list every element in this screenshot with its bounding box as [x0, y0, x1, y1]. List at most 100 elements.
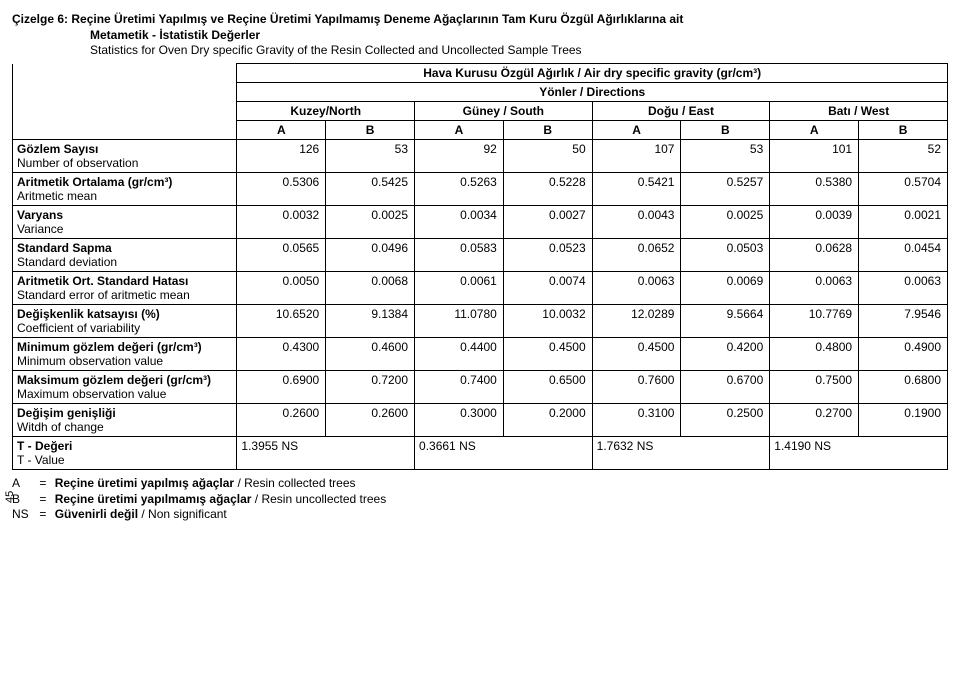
t-val-north: 1.3955 NS: [237, 437, 415, 470]
table-cell: 107: [592, 140, 681, 173]
table-cell: 0.4500: [592, 338, 681, 371]
table-title: Reçine Üretimi Yapılmış ve Reçine Üretim…: [71, 12, 683, 26]
stats-table: Hava Kurusu Özgül Ağırlık / Air dry spec…: [12, 63, 948, 470]
row-label: T - Değeri T - Value: [13, 437, 237, 470]
row-label-bold: T - Değeri: [17, 439, 72, 453]
table-row: Maksimum gözlem değeri (gr/cm³)Maximum o…: [13, 371, 948, 404]
table-cell: 0.7500: [770, 371, 859, 404]
row-label-bold: Standard Sapma: [17, 241, 112, 255]
legend-equals: =: [39, 492, 51, 508]
table-cell: 0.2600: [326, 404, 415, 437]
legend-text-rest: / Resin uncollected trees: [251, 492, 386, 506]
data-rows: Gözlem SayısıNumber of observation126539…: [13, 140, 948, 437]
row-label-bold: Aritmetik Ort. Standard Hatası: [17, 274, 188, 288]
row-label-bold: Değişim genişliği: [17, 406, 116, 420]
row-label: Aritmetik Ortalama (gr/cm³)Aritmetic mea…: [13, 173, 237, 206]
table-cell: 0.0050: [237, 272, 326, 305]
table-cell: 0.5306: [237, 173, 326, 206]
table-row: Aritmetik Ort. Standard HatasıStandard e…: [13, 272, 948, 305]
table-cell: 12.0289: [592, 305, 681, 338]
table-cell: 0.0069: [681, 272, 770, 305]
table-cell: 10.7769: [770, 305, 859, 338]
row-label: Minimum gözlem değeri (gr/cm³)Minimum ob…: [13, 338, 237, 371]
legend-b: B = Reçine üretimi yapılmamış ağaçlar / …: [12, 492, 948, 508]
legend-ns: NS = Güvenirli değil / Non significant: [12, 507, 948, 523]
t-value-row: T - Değeri T - Value 1.3955 NS 0.3661 NS…: [13, 437, 948, 470]
table-cell: 52: [859, 140, 948, 173]
table-cell: 0.6800: [859, 371, 948, 404]
row-label: Değişim genişliğiWitdh of change: [13, 404, 237, 437]
table-cell: 92: [415, 140, 504, 173]
table-title-en: Statistics for Oven Dry specific Gravity…: [90, 43, 948, 57]
legend-text-bold: Reçine üretimi yapılmamış ağaçlar: [55, 492, 252, 506]
table-cell: 0.2700: [770, 404, 859, 437]
table-cell: 0.7600: [592, 371, 681, 404]
row-label: Gözlem SayısıNumber of observation: [13, 140, 237, 173]
table-subtitle-tr: Metametik - İstatistik Değerler: [90, 28, 948, 42]
t-val-east: 1.7632 NS: [592, 437, 770, 470]
table-cell: 50: [503, 140, 592, 173]
table-cell: 0.3100: [592, 404, 681, 437]
row-label-sub: Standard error of aritmetic mean: [17, 288, 190, 302]
legend-equals: =: [39, 507, 51, 523]
table-cell: 0.4900: [859, 338, 948, 371]
row-label-sub: Standard deviation: [17, 255, 117, 269]
table-cell: 0.5380: [770, 173, 859, 206]
legend-text-bold: Güvenirli değil: [55, 507, 138, 521]
row-label-sub: T - Value: [17, 453, 65, 467]
table-row: Gözlem SayısıNumber of observation126539…: [13, 140, 948, 173]
page-number: 45: [4, 491, 16, 503]
table-row: Standard SapmaStandard deviation0.05650.…: [13, 239, 948, 272]
table-cell: 0.0025: [681, 206, 770, 239]
table-cell: 0.4800: [770, 338, 859, 371]
table-cell: 0.0027: [503, 206, 592, 239]
table-cell: 0.0454: [859, 239, 948, 272]
table-cell: 0.0063: [592, 272, 681, 305]
table-cell: 0.0503: [681, 239, 770, 272]
t-val-west: 1.4190 NS: [770, 437, 948, 470]
row-label-sub: Coefficient of variability: [17, 321, 140, 335]
table-row: Aritmetik Ortalama (gr/cm³)Aritmetic mea…: [13, 173, 948, 206]
table-cell: 0.4600: [326, 338, 415, 371]
table-cell: 0.7400: [415, 371, 504, 404]
row-label-bold: Varyans: [17, 208, 63, 222]
legend-text-rest: / Resin collected trees: [234, 476, 355, 490]
row-label: Değişkenlik katsayısı (%)Coefficient of …: [13, 305, 237, 338]
legend-key: A: [12, 476, 36, 492]
table-cell: 0.0043: [592, 206, 681, 239]
dir-south: Güney / South: [415, 102, 593, 121]
row-label: Standard SapmaStandard deviation: [13, 239, 237, 272]
table-cell: 0.4400: [415, 338, 504, 371]
col-b: B: [503, 121, 592, 140]
table-cell: 9.1384: [326, 305, 415, 338]
table-cell: 0.0496: [326, 239, 415, 272]
table-cell: 0.4200: [681, 338, 770, 371]
col-a: A: [415, 121, 504, 140]
table-cell: 0.5421: [592, 173, 681, 206]
table-cell: 0.0583: [415, 239, 504, 272]
table-cell: 0.4500: [503, 338, 592, 371]
table-cell: 0.5704: [859, 173, 948, 206]
table-cell: 0.0061: [415, 272, 504, 305]
table-cell: 0.4300: [237, 338, 326, 371]
row-label: Aritmetik Ort. Standard HatasıStandard e…: [13, 272, 237, 305]
table-cell: 0.0032: [237, 206, 326, 239]
row-label-sub: Aritmetic mean: [17, 189, 97, 203]
table-cell: 0.5425: [326, 173, 415, 206]
row-label: Maksimum gözlem değeri (gr/cm³)Maximum o…: [13, 371, 237, 404]
table-cell: 101: [770, 140, 859, 173]
row-label-sub: Maximum observation value: [17, 387, 166, 401]
table-cell: 0.0068: [326, 272, 415, 305]
row-label-sub: Minimum observation value: [17, 354, 163, 368]
table-cell: 0.0063: [770, 272, 859, 305]
row-label-bold: Maksimum gözlem değeri (gr/cm³): [17, 373, 211, 387]
row-label-sub: Witdh of change: [17, 420, 104, 434]
header-row-top: Hava Kurusu Özgül Ağırlık / Air dry spec…: [13, 64, 948, 83]
table-cell: 0.0074: [503, 272, 592, 305]
dir-north: Kuzey/North: [237, 102, 415, 121]
table-cell: 0.0652: [592, 239, 681, 272]
table-cell: 0.0025: [326, 206, 415, 239]
table-cell: 7.9546: [859, 305, 948, 338]
blank-corner: [13, 64, 237, 140]
table-row: Değişkenlik katsayısı (%)Coefficient of …: [13, 305, 948, 338]
